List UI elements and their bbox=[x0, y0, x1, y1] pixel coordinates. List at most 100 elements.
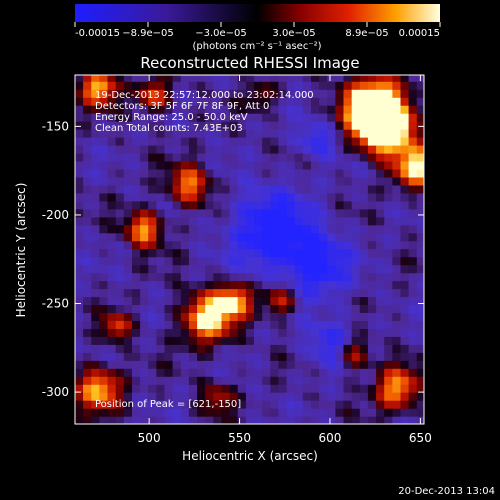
heatmap-cell bbox=[115, 336, 125, 345]
heatmap-cell bbox=[205, 75, 214, 82]
heatmap-cell bbox=[327, 216, 336, 226]
heatmap-cell bbox=[123, 408, 133, 417]
heatmap-cell bbox=[164, 176, 174, 186]
heatmap-cell bbox=[164, 145, 174, 154]
heatmap-cell bbox=[327, 75, 336, 82]
heatmap-cell bbox=[123, 224, 133, 234]
heatmap-cell bbox=[408, 416, 418, 424]
heatmap-cell bbox=[384, 137, 393, 146]
heatmap-cell bbox=[335, 176, 345, 186]
heatmap-cell bbox=[115, 145, 125, 154]
x-axis: 500 550 600 650 bbox=[138, 75, 432, 445]
heatmap-cell bbox=[367, 121, 377, 130]
heatmap-cell bbox=[156, 121, 166, 130]
heatmap-cell bbox=[335, 152, 345, 162]
heatmap-cell bbox=[262, 224, 271, 234]
heatmap-cell bbox=[351, 200, 361, 210]
heatmap-cell bbox=[140, 240, 149, 250]
heatmap-cell bbox=[156, 168, 166, 178]
heatmap-cell bbox=[83, 320, 92, 329]
heatmap-cell bbox=[75, 312, 84, 321]
heatmap-cell bbox=[180, 176, 190, 186]
heatmap-cell bbox=[286, 216, 296, 226]
heatmap-cell bbox=[400, 320, 410, 329]
heatmap-cell bbox=[400, 272, 410, 282]
heatmap-cell bbox=[75, 272, 84, 282]
heatmap-cell bbox=[343, 137, 353, 146]
heatmap-cell bbox=[245, 240, 255, 250]
heatmap-cell bbox=[213, 408, 222, 417]
heatmap-cell bbox=[229, 168, 239, 178]
heatmap-cell bbox=[156, 256, 166, 266]
heatmap-cell bbox=[83, 224, 92, 234]
heatmap-cell bbox=[164, 81, 174, 90]
heatmap-cell bbox=[205, 208, 214, 218]
heatmap-cell bbox=[83, 152, 92, 162]
heatmap-cell bbox=[343, 113, 353, 122]
heatmap-cell bbox=[188, 89, 198, 98]
heatmap-cell bbox=[107, 272, 117, 282]
heatmap-cell bbox=[75, 240, 84, 250]
heatmap-cell bbox=[294, 416, 304, 424]
heatmap-cell bbox=[319, 280, 328, 290]
heatmap-cell bbox=[99, 152, 109, 162]
heatmap-cell bbox=[91, 296, 100, 305]
heatmap-cell bbox=[99, 176, 109, 186]
heatmap-cell bbox=[351, 137, 361, 146]
heatmap-cell bbox=[123, 248, 133, 258]
heatmap-cell bbox=[172, 360, 182, 369]
heatmap-cell bbox=[75, 121, 84, 130]
heatmap-cell bbox=[237, 344, 247, 353]
heatmap-cell bbox=[384, 89, 393, 98]
heatmap-cell bbox=[270, 240, 279, 250]
heatmap-cell bbox=[229, 137, 239, 146]
heatmap-cell bbox=[367, 336, 377, 345]
heatmap-cell bbox=[270, 152, 279, 162]
heatmap-cell bbox=[213, 240, 222, 250]
heatmap-cell bbox=[107, 400, 117, 409]
heatmap-cell bbox=[99, 168, 109, 178]
heatmap-cell bbox=[392, 416, 402, 424]
heatmap-cell bbox=[262, 208, 271, 218]
heatmap-cell bbox=[376, 200, 385, 210]
heatmap-cell bbox=[408, 288, 418, 298]
heatmap-cell bbox=[302, 176, 312, 186]
heatmap-cell bbox=[148, 208, 157, 218]
heatmap-cell bbox=[254, 312, 263, 321]
heatmap-cell bbox=[400, 75, 410, 82]
heatmap-cell bbox=[180, 184, 190, 194]
heatmap-cell bbox=[75, 75, 84, 82]
heatmap-cell bbox=[99, 264, 109, 274]
heatmap-cell bbox=[148, 352, 157, 361]
heatmap-cell bbox=[359, 160, 369, 170]
heatmap-cell bbox=[302, 392, 312, 401]
heatmap-cell bbox=[416, 97, 424, 106]
heatmap-cell bbox=[75, 288, 84, 298]
heatmap-cell bbox=[188, 368, 198, 377]
heatmap-cell bbox=[91, 121, 100, 130]
heatmap-cell bbox=[335, 89, 345, 98]
heatmap-cell bbox=[205, 105, 214, 114]
heatmap-cell bbox=[367, 368, 377, 377]
heatmap-cell bbox=[286, 368, 296, 377]
heatmap-cell bbox=[229, 320, 239, 329]
heatmap-cell bbox=[188, 320, 198, 329]
heatmap-cell bbox=[148, 75, 157, 82]
heatmap-cell bbox=[205, 97, 214, 106]
heatmap-cell bbox=[327, 248, 336, 258]
heatmap-cell bbox=[237, 224, 247, 234]
heatmap-cell bbox=[213, 176, 222, 186]
heatmap-cell bbox=[294, 280, 304, 290]
heatmap-cell bbox=[213, 145, 222, 154]
heatmap-cell bbox=[416, 137, 424, 146]
heatmap-cell bbox=[172, 368, 182, 377]
heatmap-cell bbox=[156, 184, 166, 194]
heatmap-cell bbox=[376, 288, 385, 298]
heatmap-cell bbox=[400, 416, 410, 424]
heatmap-cell bbox=[188, 240, 198, 250]
heatmap-cell bbox=[392, 129, 402, 138]
heatmap-cell bbox=[197, 208, 206, 218]
heatmap-cell bbox=[91, 81, 100, 90]
heatmap-cell bbox=[83, 280, 92, 290]
heatmap-cell bbox=[83, 121, 92, 130]
